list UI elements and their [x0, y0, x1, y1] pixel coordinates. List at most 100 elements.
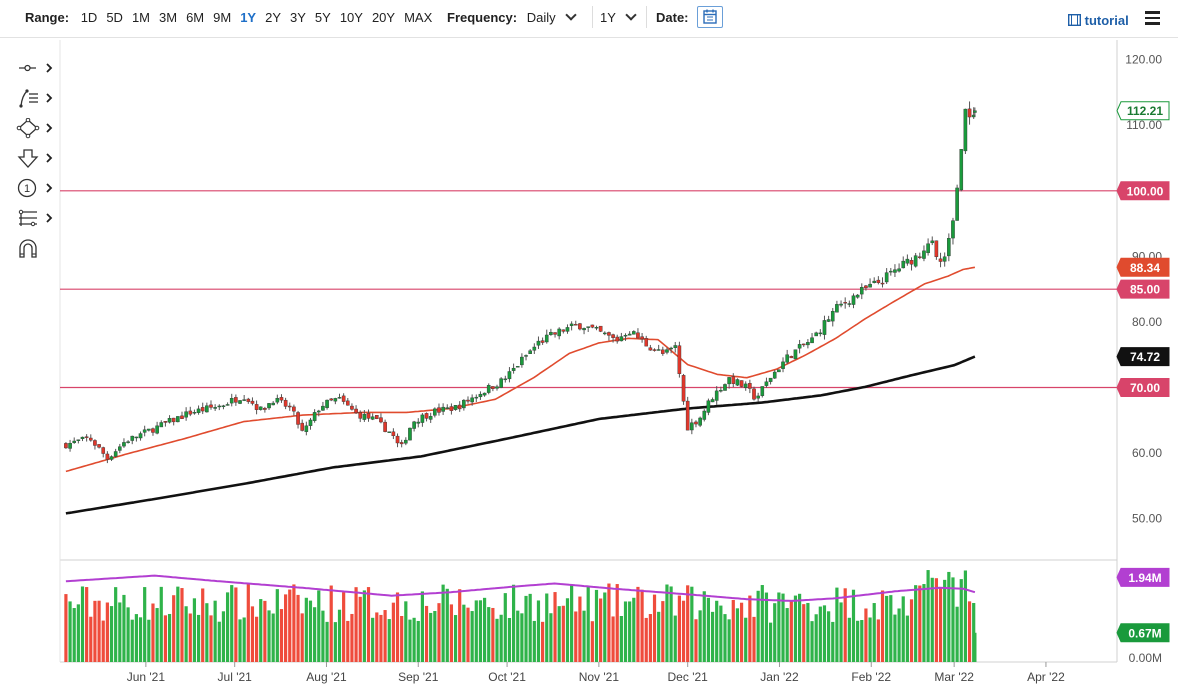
- shapes-tool[interactable]: [16, 118, 56, 148]
- tutorial-label[interactable]: tutorial: [1084, 13, 1129, 28]
- range-button-2y[interactable]: 2Y: [265, 10, 281, 25]
- tutorial-link[interactable]: tutorial: [1067, 13, 1129, 28]
- volume-bar: [557, 606, 561, 662]
- candle-body: [375, 415, 379, 419]
- magnet-tool[interactable]: [16, 238, 56, 268]
- arrow-tool[interactable]: [16, 148, 56, 178]
- volume-bar: [400, 616, 404, 662]
- last-volume-badge-shape: [1116, 623, 1170, 643]
- candle-body: [242, 399, 246, 401]
- range-button-max[interactable]: MAX: [404, 10, 433, 25]
- volume-bar: [478, 600, 483, 662]
- frequency-value[interactable]: Daily: [526, 10, 556, 25]
- candle-body: [499, 378, 503, 388]
- candle-body: [926, 243, 930, 254]
- candle-body: [777, 369, 781, 373]
- level-badge-85: 85.00: [1116, 279, 1170, 299]
- candle-body: [719, 389, 723, 392]
- candle-body: [196, 408, 201, 413]
- range-button-9m[interactable]: 9M: [213, 10, 232, 25]
- hamburger-menu-icon[interactable]: [1145, 11, 1160, 25]
- candle-body: [271, 402, 275, 406]
- volume-bar: [930, 577, 934, 662]
- range-button-5d[interactable]: 5D: [106, 10, 123, 25]
- period-selector[interactable]: 1Y: [600, 9, 637, 25]
- candle-body: [482, 392, 487, 396]
- fibonacci-icon: [18, 209, 53, 227]
- candle-body: [217, 405, 222, 408]
- period-value[interactable]: 1Y: [600, 10, 616, 25]
- range-button-1d[interactable]: 1D: [80, 10, 98, 25]
- volume-bar: [934, 578, 938, 662]
- volume-bar: [706, 597, 711, 662]
- crosshair-tool[interactable]: [16, 58, 56, 88]
- date-label-text: Date:: [656, 10, 689, 25]
- y-axis: 120.00110.00100.0090.0080.0070.0060.0050…: [1125, 53, 1162, 665]
- volume-bar: [851, 589, 856, 662]
- candle-body: [727, 377, 731, 385]
- drawing-list-tool[interactable]: [16, 88, 56, 118]
- volume-bar: [238, 619, 242, 662]
- candle-body: [590, 324, 595, 328]
- volume-bar: [375, 612, 379, 662]
- candle-body: [694, 421, 698, 425]
- candle-body: [205, 405, 209, 413]
- range-button-3m[interactable]: 3M: [159, 10, 178, 25]
- volume-bar: [72, 608, 76, 662]
- candle-body: [851, 295, 856, 305]
- volume-bar: [835, 587, 839, 662]
- volume-bar: [628, 601, 632, 662]
- volume-bar: [404, 601, 408, 662]
- volume-bar: [781, 593, 785, 662]
- volume-bar: [798, 593, 802, 662]
- candle-body: [130, 435, 135, 441]
- volume-bar: [918, 585, 922, 662]
- volume-ma-badge-text: 1.94M: [1128, 571, 1161, 585]
- candle-body: [922, 250, 926, 259]
- volume-bar: [760, 585, 764, 662]
- volume-bar: [520, 613, 524, 662]
- marker-tool[interactable]: 1: [16, 178, 56, 208]
- range-button-10y[interactable]: 10Y: [339, 10, 363, 25]
- candle-body: [503, 378, 508, 381]
- frequency-selector[interactable]: Frequency: Daily: [447, 9, 577, 25]
- volume-bar: [773, 603, 777, 662]
- candle-body: [785, 354, 789, 363]
- volume-bar: [880, 590, 885, 662]
- candle-body: [714, 390, 719, 401]
- candle-body: [101, 447, 106, 454]
- level-badge-100: 100.00: [1116, 181, 1170, 201]
- volume-bar: [325, 621, 329, 662]
- fibonacci-tool[interactable]: [16, 208, 56, 238]
- volume-bar: [97, 600, 101, 662]
- volume-bar: [445, 588, 449, 662]
- volume-bar: [321, 610, 325, 662]
- range-button-1y[interactable]: 1Y: [240, 10, 257, 25]
- range-button-5y[interactable]: 5Y: [314, 10, 331, 25]
- last-price-badge-text: 112.21: [1127, 104, 1163, 118]
- candle-body: [263, 407, 267, 410]
- volume-bar: [715, 600, 719, 662]
- candle-body: [142, 429, 147, 433]
- calendar-button[interactable]: [697, 6, 723, 28]
- candle-body: [275, 398, 280, 403]
- volume-bar: [973, 632, 977, 662]
- volume-bar: [201, 588, 205, 662]
- volume-bar: [847, 617, 851, 662]
- candle-body: [876, 279, 881, 283]
- volume-bar: [926, 570, 930, 662]
- range-button-3y[interactable]: 3Y: [290, 10, 306, 25]
- volume-bar: [458, 589, 462, 662]
- range-button-1m[interactable]: 1M: [131, 10, 150, 25]
- candle-body: [859, 287, 864, 295]
- candle-body: [955, 187, 959, 221]
- range-button-20y[interactable]: 20Y: [371, 10, 396, 25]
- candle-body: [872, 280, 877, 283]
- volume-bar: [723, 614, 727, 662]
- range-button-6m[interactable]: 6M: [186, 10, 205, 25]
- volume-bar: [379, 614, 383, 662]
- candle-body: [772, 371, 777, 379]
- candle-body: [424, 413, 429, 419]
- volume-bar: [827, 611, 831, 662]
